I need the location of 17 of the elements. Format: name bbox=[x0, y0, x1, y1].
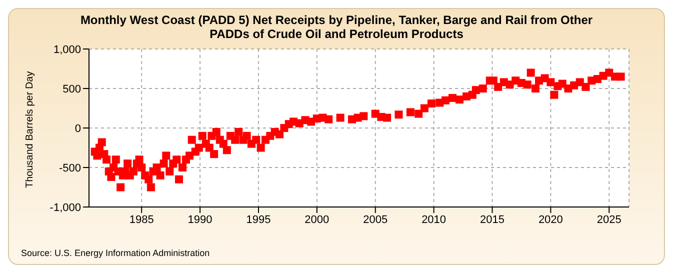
source-note: Source: U.S. Energy Information Administration bbox=[21, 248, 210, 258]
x-tick-label: 2020 bbox=[538, 214, 563, 226]
y-tick-label: 500 bbox=[62, 83, 81, 96]
y-tick-label: -500 bbox=[58, 162, 81, 174]
x-tick-label: 2025 bbox=[596, 214, 622, 226]
x-tick-label: 2015 bbox=[480, 214, 504, 226]
y-axis-title: Thousand Barrels per Day bbox=[24, 71, 36, 188]
y-tick-label: 1,000 bbox=[53, 44, 81, 56]
x-tick-label: 1985 bbox=[129, 214, 154, 226]
x-tick-label: 1995 bbox=[246, 214, 271, 226]
y-tick-label: -1,000 bbox=[50, 202, 81, 214]
x-tick-label: 2010 bbox=[422, 214, 446, 226]
chart-title: Monthly West Coast (PADD 5) Net Receipts by Pipeline, Tanker, Barge and Rail from Other PADDs of Crude Oil and Petroleum Products bbox=[79, 12, 594, 41]
x-tick-label: 2005 bbox=[363, 214, 388, 226]
x-tick-label: 2000 bbox=[304, 214, 330, 226]
y-tick-label: 0 bbox=[74, 122, 81, 135]
x-tick-label: 1990 bbox=[188, 214, 212, 226]
